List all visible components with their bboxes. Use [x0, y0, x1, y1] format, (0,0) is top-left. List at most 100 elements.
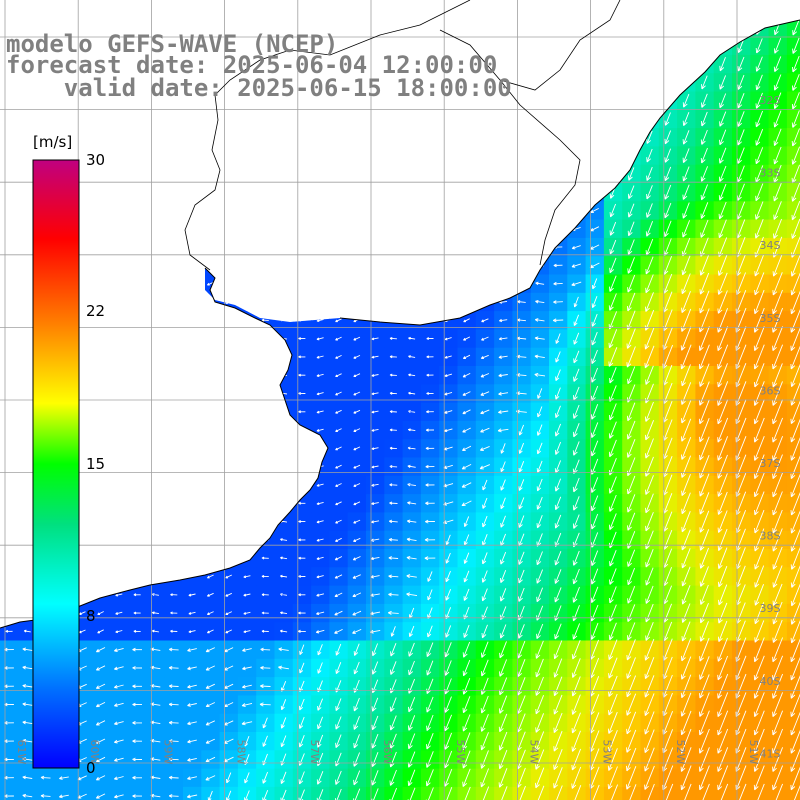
wind-arrow — [536, 424, 543, 436]
wind-arrow — [497, 428, 509, 433]
wind-arrow — [626, 475, 636, 495]
wind-cell — [786, 567, 800, 587]
wind-arrow — [518, 442, 525, 454]
wind-arrow — [298, 391, 306, 395]
wind-arrow — [425, 483, 435, 487]
wind-arrow — [591, 296, 598, 309]
wind-arrow — [698, 326, 710, 352]
wind-arrow — [681, 291, 691, 314]
wind-arrow — [555, 387, 561, 400]
wind-arrow — [664, 112, 671, 126]
wind-cell — [786, 219, 800, 239]
wind-cell — [420, 786, 440, 800]
wind-arrow — [335, 409, 342, 414]
wind-arrow — [517, 300, 526, 304]
wind-arrow — [772, 417, 784, 443]
wind-arrow — [572, 441, 580, 456]
wind-arrow — [773, 128, 782, 147]
wind-arrow — [553, 281, 563, 286]
wind-arrow — [480, 354, 489, 360]
wind-arrow — [463, 318, 470, 323]
wind-cell — [494, 786, 513, 800]
wind-arrow — [717, 417, 729, 443]
wind-arrow — [646, 166, 653, 181]
wind-arrow — [681, 364, 691, 387]
wind-arrow — [699, 290, 710, 314]
wind-arrow — [298, 373, 306, 377]
wind-cell — [658, 786, 678, 800]
latitude-label: 38S — [760, 530, 781, 543]
wind-arrow — [700, 184, 709, 201]
wind-arrow — [389, 391, 397, 395]
wind-arrow — [737, 183, 745, 201]
wind-arrow — [754, 219, 764, 239]
wind-cell — [786, 36, 800, 56]
wind-arrow — [573, 386, 580, 401]
wind-arrow — [644, 438, 654, 459]
wind-arrow — [791, 218, 800, 239]
wind-arrow — [572, 404, 580, 419]
wind-arrow — [498, 391, 509, 396]
wind-arrow — [518, 479, 525, 491]
wind-arrow — [645, 274, 654, 294]
wind-arrow — [371, 337, 379, 341]
wind-arrow — [790, 307, 800, 333]
wind-arrow — [699, 363, 710, 387]
wind-cell — [622, 786, 642, 800]
wind-arrow — [626, 292, 636, 312]
wind-cell — [786, 439, 800, 459]
wind-arrow — [389, 373, 397, 377]
wind-arrow — [754, 254, 765, 277]
wind-cell — [786, 750, 800, 770]
wind-cell — [329, 786, 349, 800]
wind-cell — [36, 786, 56, 800]
wind-cell — [439, 786, 459, 800]
wind-cell — [786, 164, 800, 184]
wind-arrow — [737, 93, 745, 109]
wind-cell — [786, 494, 800, 513]
wind-cell — [786, 329, 800, 349]
wind-arrow — [698, 344, 710, 370]
wind-arrow — [737, 129, 745, 146]
wind-arrow — [681, 273, 691, 295]
wind-cell — [146, 786, 166, 800]
wind-arrow — [773, 92, 782, 110]
wind-arrow — [773, 218, 783, 239]
wind-cell — [786, 475, 800, 495]
wind-arrow — [627, 257, 635, 274]
wind-arrow — [755, 110, 764, 128]
wind-arrow — [389, 464, 398, 469]
wind-arrow — [461, 463, 472, 470]
wind-arrow — [353, 446, 361, 451]
latitude-label: 32S — [760, 94, 781, 107]
wind-cell — [786, 549, 800, 568]
wind-cell — [164, 786, 184, 800]
wind-arrow — [755, 201, 764, 220]
wind-arrow — [408, 410, 416, 413]
wind-arrow — [682, 93, 690, 108]
longitude-label: 59W — [161, 740, 174, 765]
wind-arrow — [718, 219, 727, 239]
wind-cell — [567, 786, 587, 800]
wind-cell — [786, 109, 800, 129]
wind-arrow — [682, 130, 690, 145]
wind-arrow — [717, 473, 728, 497]
wind-cell — [750, 786, 770, 800]
wind-arrow — [792, 74, 800, 91]
wind-arrow — [717, 290, 728, 314]
wind-arrow — [680, 326, 692, 351]
wind-arrow — [480, 409, 490, 415]
wind-arrow — [573, 332, 580, 345]
wind-arrow — [609, 275, 617, 292]
wind-cell — [786, 732, 800, 751]
wind-arrow — [316, 428, 324, 432]
wind-arrow — [753, 399, 765, 425]
wind-cell — [713, 786, 733, 800]
wind-arrow — [700, 129, 708, 145]
wind-arrow — [755, 92, 763, 109]
wind-cell — [0, 786, 19, 800]
wind-cell — [786, 91, 800, 111]
wind-arrow — [426, 391, 434, 395]
wind-arrow — [645, 365, 654, 385]
wind-arrow — [353, 373, 361, 378]
